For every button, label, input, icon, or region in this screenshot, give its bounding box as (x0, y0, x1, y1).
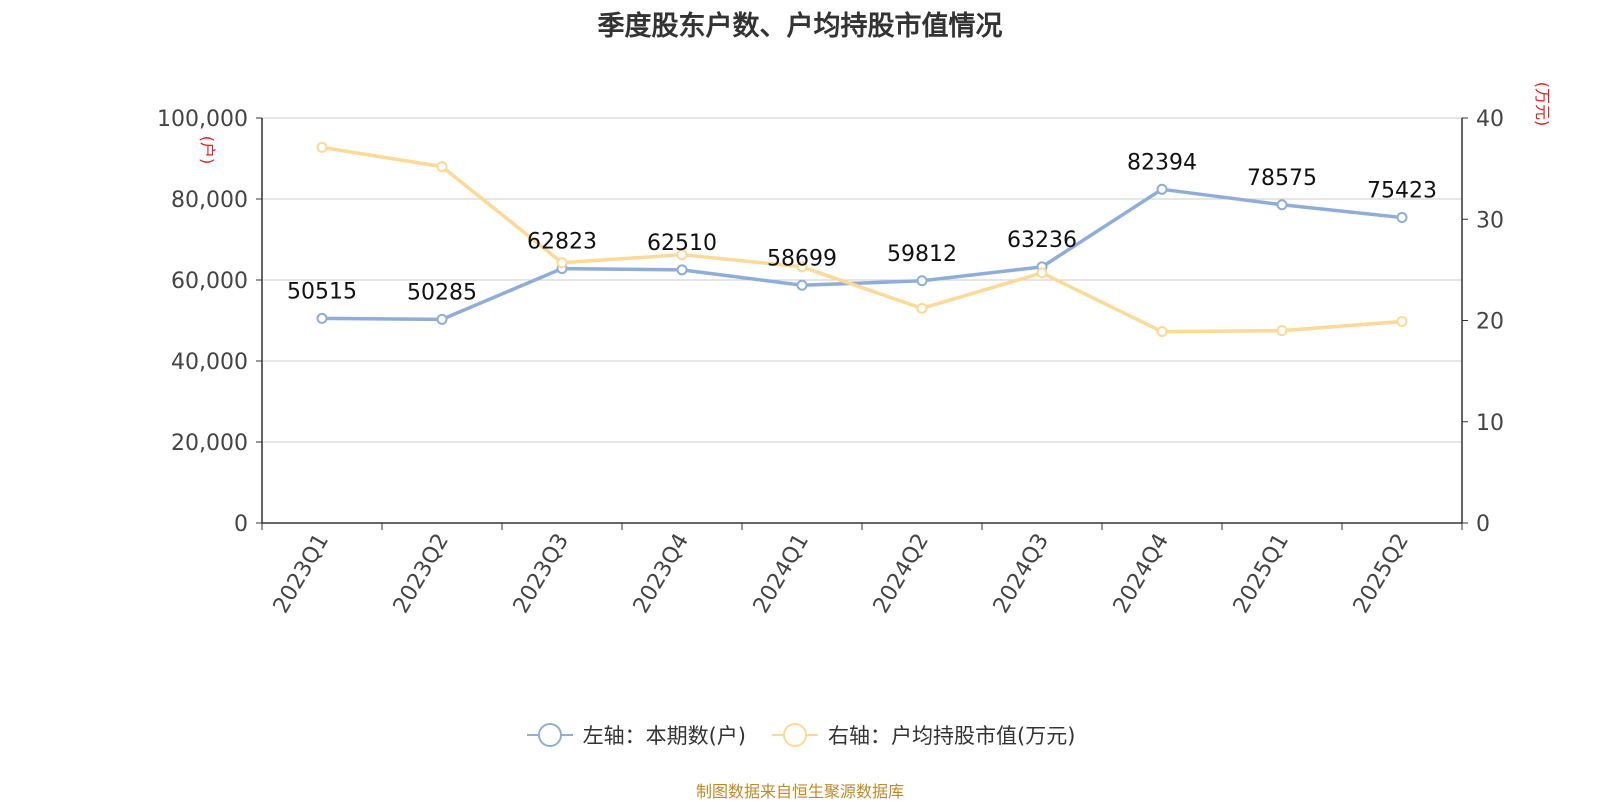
left-axis-tick-label: 100,000 (157, 107, 248, 132)
left-axis-unit-label: (户) (198, 136, 217, 165)
series-line-households (321, 187, 1403, 322)
left-axis-tick-label: 20,000 (171, 431, 248, 456)
legend-item-households[interactable]: 左轴：本期数(户) (525, 720, 746, 750)
left-axis-tick-label: 0 (234, 512, 248, 537)
data-label: 62823 (527, 230, 597, 255)
data-point (796, 279, 808, 291)
data-point (1276, 199, 1288, 211)
data-label: 50515 (287, 279, 357, 304)
data-label: 78575 (1247, 166, 1317, 191)
data-point (316, 141, 328, 153)
chart-title: 季度股东户数、户均持股市值情况 (597, 11, 1003, 42)
right-axis-tick-label: 40 (1476, 107, 1504, 132)
data-point (1036, 267, 1048, 279)
x-axis-tick-label: 2023Q2 (389, 530, 454, 618)
data-label-layer: 50515 50285 62823 62510 58699 59812 63236 82394… (287, 150, 1437, 305)
data-point (676, 249, 688, 261)
data-label: 75423 (1367, 179, 1437, 204)
x-axis-tick-label: 2023Q1 (269, 530, 334, 618)
data-point (436, 161, 448, 173)
right-axis-unit-label: (万元) (1533, 82, 1552, 127)
data-point (916, 302, 928, 314)
data-point (1156, 183, 1168, 195)
legend-line-circle-icon (526, 723, 573, 747)
data-point (436, 313, 448, 325)
right-axis-tick-label: 10 (1476, 411, 1504, 436)
data-point (1396, 316, 1408, 328)
data-point (916, 275, 928, 287)
data-label: 59812 (887, 242, 957, 267)
series-line-avg-value (321, 145, 1403, 334)
x-axis-tick-label: 2025Q1 (1229, 530, 1294, 618)
x-axis-tick-label: 2024Q1 (749, 530, 814, 618)
legend-item-avg-value[interactable]: 右轴：户均持股市值(万元) (770, 720, 1075, 750)
data-point (1156, 326, 1168, 338)
data-label: 58699 (767, 246, 837, 271)
legend-line-circle-icon (772, 723, 818, 747)
x-axis-tick-label: 2024Q4 (1109, 530, 1174, 618)
right-axis-tick-label: 30 (1476, 208, 1504, 233)
data-point (316, 312, 328, 324)
data-label: 82394 (1127, 150, 1197, 175)
axis-layer: 0 20,000 40,000 60,000 80,000 100,000 0 10 20 30 4… (157, 82, 1552, 618)
left-axis-tick-label: 80,000 (171, 188, 248, 213)
x-axis-tick-label: 2023Q3 (509, 530, 574, 618)
grid-layer (262, 117, 1462, 443)
data-point (556, 257, 568, 269)
right-axis-tick-label: 0 (1476, 512, 1490, 537)
left-axis-tick-label: 40,000 (171, 350, 248, 375)
source-note: 制图数据来自恒生聚源数据库 (695, 782, 904, 801)
data-label: 63236 (1007, 228, 1077, 253)
data-label: 62510 (647, 231, 717, 256)
left-axis-tick-label: 60,000 (171, 269, 248, 294)
data-label: 50285 (407, 280, 477, 305)
data-point (676, 264, 688, 276)
series-layer (316, 141, 1408, 338)
legend-label-avg-value: 右轴：户均持股市值(万元) (828, 724, 1076, 748)
x-axis-tick-label: 2025Q2 (1349, 530, 1414, 618)
right-axis-tick-label: 20 (1476, 310, 1504, 335)
data-point (1396, 212, 1408, 224)
x-axis-tick-label: 2024Q2 (869, 530, 934, 618)
data-point (796, 261, 808, 273)
x-axis-tick-label: 2024Q3 (989, 530, 1054, 618)
legend-label-households: 左轴：本期数(户) (582, 724, 746, 748)
x-axis-tick-label: 2023Q4 (629, 530, 694, 618)
data-point (1276, 325, 1288, 337)
legend: 左轴：本期数(户) 右轴：户均持股市值(万元) (0, 720, 1600, 750)
